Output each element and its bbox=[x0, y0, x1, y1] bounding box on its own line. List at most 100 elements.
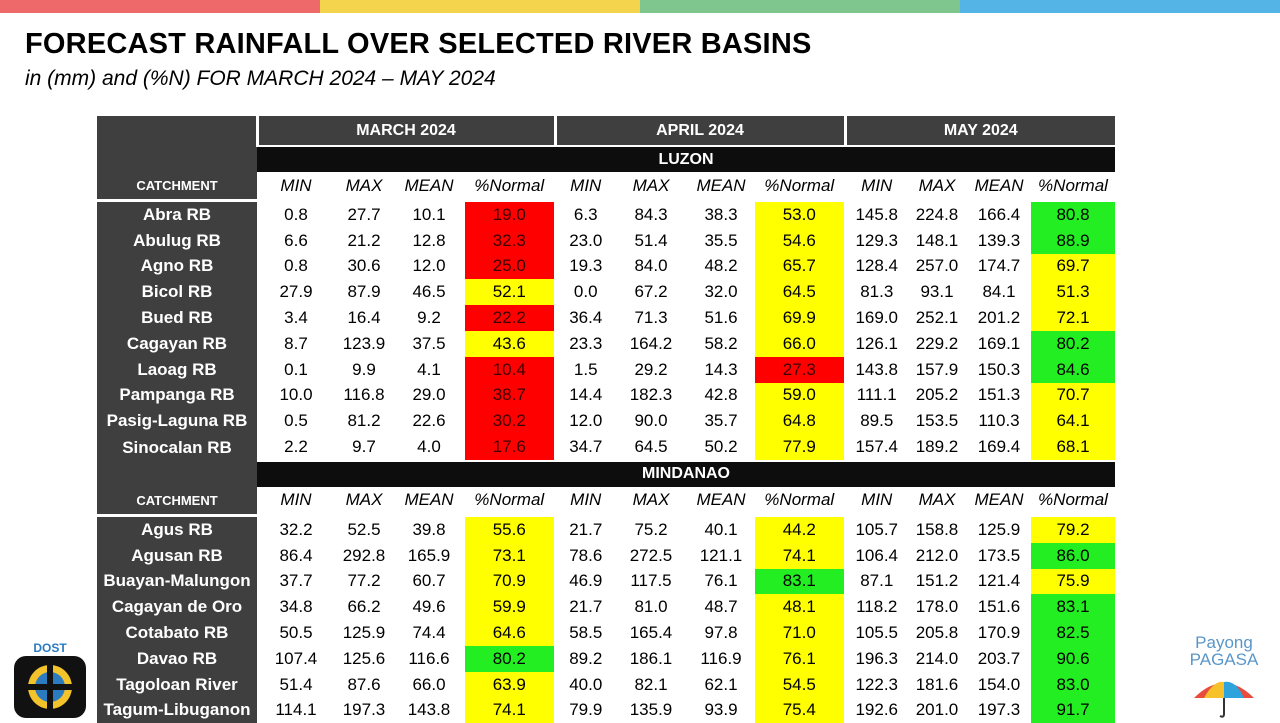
mean-value: 121.4 bbox=[967, 568, 1031, 595]
column-header: MAX bbox=[907, 172, 967, 201]
percent-normal-value: 30.2 bbox=[465, 408, 555, 435]
percent-normal-value: 64.5 bbox=[755, 279, 845, 306]
max-value: 81.0 bbox=[615, 594, 687, 621]
payong-pagasa-logo-text: Payong PAGASA bbox=[1172, 634, 1276, 668]
max-value: 9.7 bbox=[335, 434, 393, 461]
max-value: 125.9 bbox=[335, 620, 393, 646]
max-value: 205.2 bbox=[907, 382, 967, 409]
percent-normal-value: 52.1 bbox=[465, 279, 555, 306]
percent-normal-value: 74.1 bbox=[465, 697, 555, 723]
catchment-header: CATCHMENT bbox=[97, 172, 257, 201]
percent-normal-value: 83.0 bbox=[1031, 671, 1115, 698]
percent-normal-value: 17.6 bbox=[465, 434, 555, 461]
min-value: 126.1 bbox=[843, 330, 907, 357]
max-value: 125.6 bbox=[335, 645, 393, 672]
table-row: Abulug RB 6.6 21.2 12.8 32.3 23.0 51.4 35.5 54.6… bbox=[97, 227, 1115, 254]
max-value: 135.9 bbox=[615, 697, 687, 723]
max-value: 205.8 bbox=[907, 620, 967, 646]
max-value: 117.5 bbox=[615, 568, 687, 595]
min-value: 87.1 bbox=[843, 568, 907, 595]
mean-value: 39.8 bbox=[393, 513, 465, 543]
column-header: %Normal bbox=[465, 172, 555, 201]
mean-value: 174.7 bbox=[967, 253, 1031, 280]
min-value: 36.4 bbox=[553, 305, 615, 331]
basin-name: Pampanga RB bbox=[97, 382, 257, 409]
percent-normal-value: 59.9 bbox=[465, 594, 555, 621]
min-value: 58.5 bbox=[553, 620, 615, 646]
mean-value: 32.0 bbox=[687, 279, 755, 306]
percent-normal-value: 71.0 bbox=[755, 620, 845, 646]
percent-normal-value: 27.3 bbox=[755, 356, 845, 383]
max-value: 75.2 bbox=[615, 513, 687, 543]
table-row: Buayan-Malungon 37.7 77.2 60.7 70.9 46.9 117.5… bbox=[97, 568, 1115, 595]
min-value: 34.8 bbox=[257, 594, 335, 621]
mean-value: 40.1 bbox=[687, 513, 755, 543]
min-value: 128.4 bbox=[843, 253, 907, 280]
min-value: 40.0 bbox=[553, 671, 615, 698]
min-value: 8.7 bbox=[257, 330, 335, 357]
min-value: 34.7 bbox=[553, 434, 615, 461]
rainfall-table: MARCH 2024 APRIL 2024 MAY 2024 LUZON CATCHME… bbox=[97, 116, 1115, 723]
min-value: 86.4 bbox=[257, 542, 335, 569]
mean-value: 38.3 bbox=[687, 198, 755, 228]
percent-normal-value: 19.0 bbox=[465, 198, 555, 228]
percent-normal-value: 44.2 bbox=[755, 513, 845, 543]
mean-value: 166.4 bbox=[967, 198, 1031, 228]
table-row: Cagayan RB 8.7 123.9 37.5 43.6 23.3 164.2 58.2 6… bbox=[97, 330, 1115, 357]
column-header: MIN bbox=[257, 486, 335, 516]
payong-text: Payong bbox=[1195, 633, 1253, 652]
basin-name: Laoag RB bbox=[97, 356, 257, 383]
mean-value: 125.9 bbox=[967, 513, 1031, 543]
basin-name: Tagum-Libuganon bbox=[97, 697, 257, 723]
mean-value: 62.1 bbox=[687, 671, 755, 698]
max-value: 66.2 bbox=[335, 594, 393, 621]
percent-normal-value: 84.6 bbox=[1031, 356, 1115, 383]
max-value: 84.3 bbox=[615, 198, 687, 228]
min-value: 12.0 bbox=[553, 408, 615, 435]
min-value: 122.3 bbox=[843, 671, 907, 698]
min-value: 0.0 bbox=[553, 279, 615, 306]
month-header: MAY 2024 bbox=[843, 116, 1115, 146]
basin-name: Agus RB bbox=[97, 513, 257, 543]
min-value: 196.3 bbox=[843, 645, 907, 672]
table-row: Bued RB 3.4 16.4 9.2 22.2 36.4 71.3 51.6 69.9 169… bbox=[97, 305, 1115, 331]
mean-value: 76.1 bbox=[687, 568, 755, 595]
percent-normal-value: 51.3 bbox=[1031, 279, 1115, 306]
min-value: 106.4 bbox=[843, 542, 907, 569]
percent-normal-value: 59.0 bbox=[755, 382, 845, 409]
max-value: 214.0 bbox=[907, 645, 967, 672]
max-value: 16.4 bbox=[335, 305, 393, 331]
percent-normal-value: 68.1 bbox=[1031, 434, 1115, 461]
mean-value: 143.8 bbox=[393, 697, 465, 723]
dost-logo: DOST bbox=[14, 641, 86, 718]
percent-normal-value: 10.4 bbox=[465, 356, 555, 383]
mean-value: 9.2 bbox=[393, 305, 465, 331]
max-value: 29.2 bbox=[615, 356, 687, 383]
min-value: 2.2 bbox=[257, 434, 335, 461]
max-value: 71.3 bbox=[615, 305, 687, 331]
month-header: APRIL 2024 bbox=[553, 116, 845, 146]
table-row: Laoag RB 0.1 9.9 4.1 10.4 1.5 29.2 14.3 27.3 143.… bbox=[97, 356, 1115, 383]
pagasa-text: PAGASA bbox=[1189, 650, 1259, 669]
max-value: 292.8 bbox=[335, 542, 393, 569]
mean-value: 84.1 bbox=[967, 279, 1031, 306]
min-value: 0.8 bbox=[257, 198, 335, 228]
mean-value: 48.2 bbox=[687, 253, 755, 280]
min-value: 19.3 bbox=[553, 253, 615, 280]
min-value: 81.3 bbox=[843, 279, 907, 306]
min-value: 10.0 bbox=[257, 382, 335, 409]
max-value: 224.8 bbox=[907, 198, 967, 228]
column-header: MEAN bbox=[687, 172, 755, 201]
percent-normal-value: 88.9 bbox=[1031, 227, 1115, 254]
stripe-red bbox=[0, 0, 320, 13]
region-corner-cell bbox=[97, 460, 257, 487]
max-value: 153.5 bbox=[907, 408, 967, 435]
min-value: 0.8 bbox=[257, 253, 335, 280]
basin-name: Davao RB bbox=[97, 645, 257, 672]
mean-value: 173.5 bbox=[967, 542, 1031, 569]
max-value: 178.0 bbox=[907, 594, 967, 621]
max-value: 9.9 bbox=[335, 356, 393, 383]
mean-value: 35.7 bbox=[687, 408, 755, 435]
mean-value: 116.9 bbox=[687, 645, 755, 672]
table-row: Davao RB 107.4 125.6 116.6 80.2 89.2 186.1 116.… bbox=[97, 645, 1115, 672]
